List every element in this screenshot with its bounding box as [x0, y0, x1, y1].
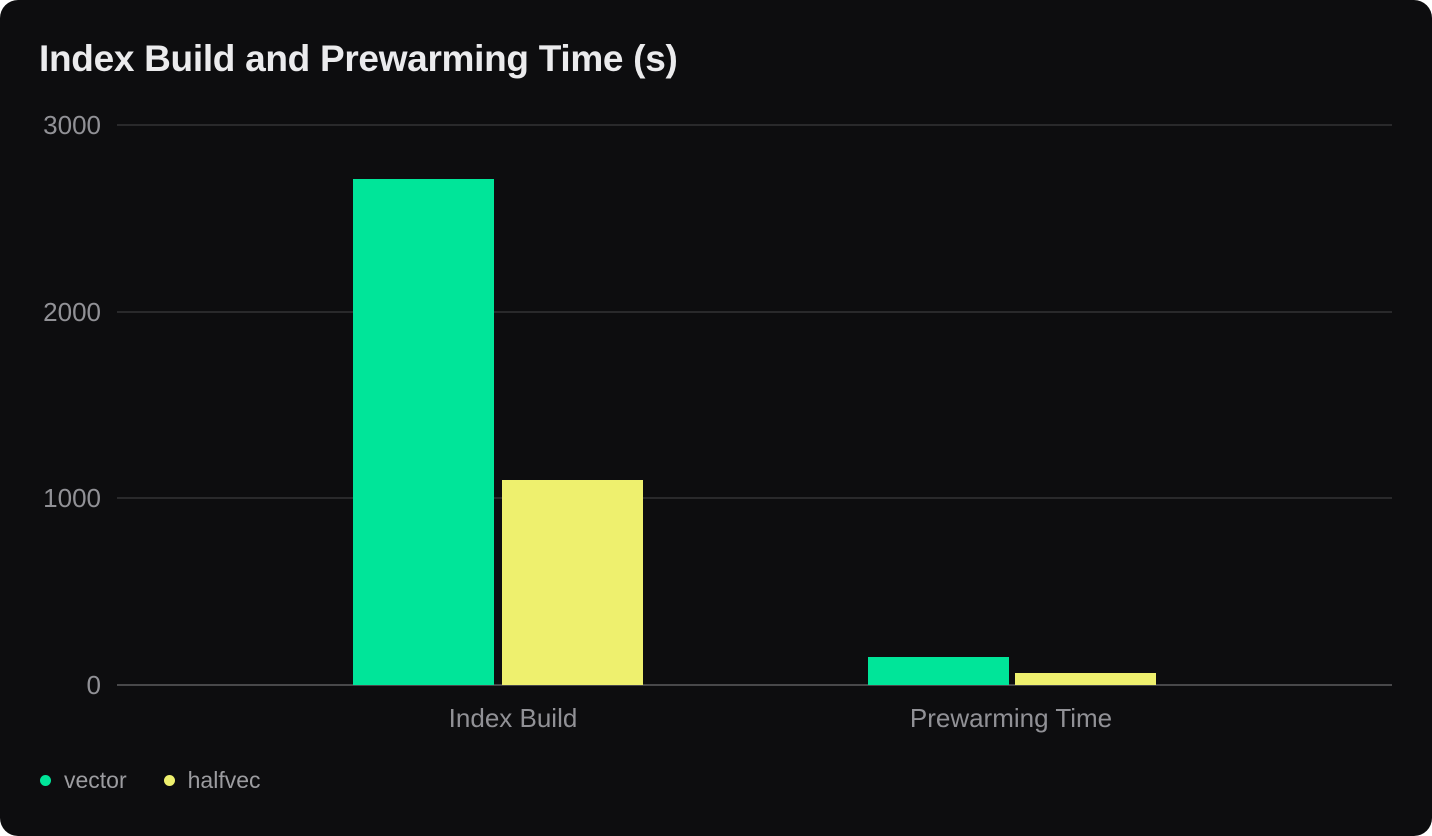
legend-dot-icon: [163, 775, 175, 786]
y-axis-tick-label: 1000: [43, 483, 101, 514]
legend-label: vector: [64, 767, 127, 793]
y-axis-tick-label: 2000: [43, 296, 101, 327]
bar-halfvec-prewarming-time: [1015, 672, 1156, 685]
bar-vector-prewarming-time: [868, 657, 1009, 685]
x-axis-baseline: [117, 684, 1392, 686]
gridline-y-3000: [117, 124, 1392, 126]
legend-item-halfvec: halfvec: [163, 767, 261, 794]
bar-vector-index-build: [353, 179, 494, 685]
legend-item-vector: vector: [40, 767, 127, 794]
legend-dot-icon: [40, 775, 51, 786]
x-axis-category-label: Prewarming Time: [909, 703, 1113, 733]
bar-halfvec-index-build: [502, 479, 643, 685]
gridline-y-1000: [117, 497, 1392, 500]
gridline-y-2000: [117, 310, 1392, 313]
chart-legend: vector halfvec: [40, 767, 261, 794]
chart-title: Index Build and Prewarming Time (s): [39, 38, 678, 79]
y-axis-tick-label: 0: [86, 670, 101, 700]
legend-label: halfvec: [187, 767, 261, 793]
x-axis-category-label: Index Build: [448, 703, 578, 733]
y-axis-tick-label: 3000: [43, 110, 101, 140]
